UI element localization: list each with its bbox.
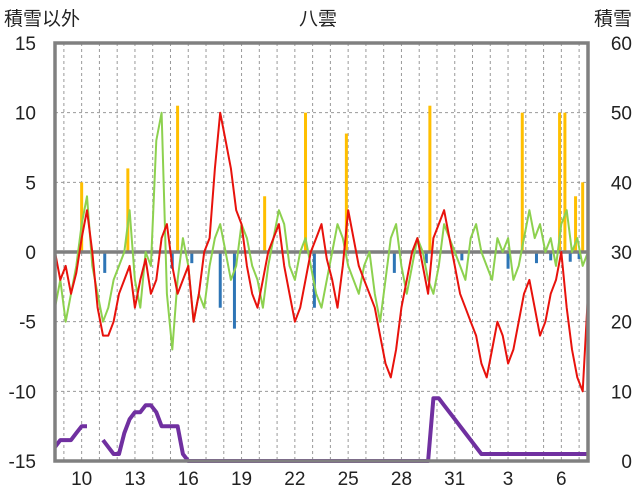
precip-bar [103,252,107,273]
x-tick-label: 22 [284,469,305,490]
x-tick-label: 10 [71,469,92,490]
precip-bar [568,252,572,262]
snowfall-bar [428,105,432,252]
snowfall-bar [176,105,180,252]
series-temperature [54,111,589,393]
left-axis: 15 10 5 0 -5 -10 -15 [9,34,36,473]
bars [80,105,585,329]
right-axis-label: 積雪 [594,8,632,30]
snowfall-bar [304,112,308,253]
left-tick-label: -15 [9,452,36,473]
series-temperature_2 [54,111,589,351]
left-tick-label: -5 [19,313,36,334]
precip-bar [218,252,222,308]
snowfall-bar [263,196,267,252]
right-tick-label: 20 [611,313,632,334]
snowfall-bar [574,196,578,252]
right-tick-label: 30 [611,243,632,264]
snowfall-bar [581,182,585,252]
precip-bar [506,252,510,269]
precip-bar [392,252,396,273]
x-tick-label: 16 [178,469,199,490]
precip-bar [460,252,464,261]
x-tick-label: 28 [391,469,412,490]
x-tick-label: 6 [556,469,567,490]
snowfall-bar [344,133,348,252]
snowfall-bar [520,112,524,253]
left-tick-label: 10 [15,104,36,125]
precip-bar [190,252,194,264]
snowfall-bar [126,168,130,252]
left-tick-label: -10 [9,382,36,403]
x-tick-label: 3 [503,469,514,490]
snowfall-bar [563,112,567,253]
snowfall-bar [558,112,562,253]
left-tick-label: 0 [25,243,36,264]
precip-bar [424,252,428,264]
x-tick-label: 31 [444,469,465,490]
right-axis: 60 50 40 30 20 10 0 [611,34,632,473]
x-tick-label: 13 [124,469,145,490]
right-tick-label: 40 [611,173,632,194]
x-axis: 10 13 16 19 22 25 28 31 3 6 [71,469,567,490]
x-tick-label: 25 [338,469,359,490]
left-tick-label: 15 [15,34,36,55]
chart-title: 八雲 [299,9,337,30]
right-tick-label: 60 [611,34,632,55]
right-tick-label: 10 [611,382,632,403]
left-axis-label: 積雪以外 [4,8,80,30]
left-tick-label: 5 [25,173,36,194]
precip-bar [577,252,581,259]
right-tick-label: 0 [621,452,632,473]
precip-bar [232,252,236,329]
precip-bar [534,252,538,264]
plot-frame [53,41,590,463]
precip-bar [549,252,553,261]
right-tick-label: 50 [611,104,632,125]
snowfall-bar [80,182,84,252]
x-tick-label: 19 [231,469,252,490]
